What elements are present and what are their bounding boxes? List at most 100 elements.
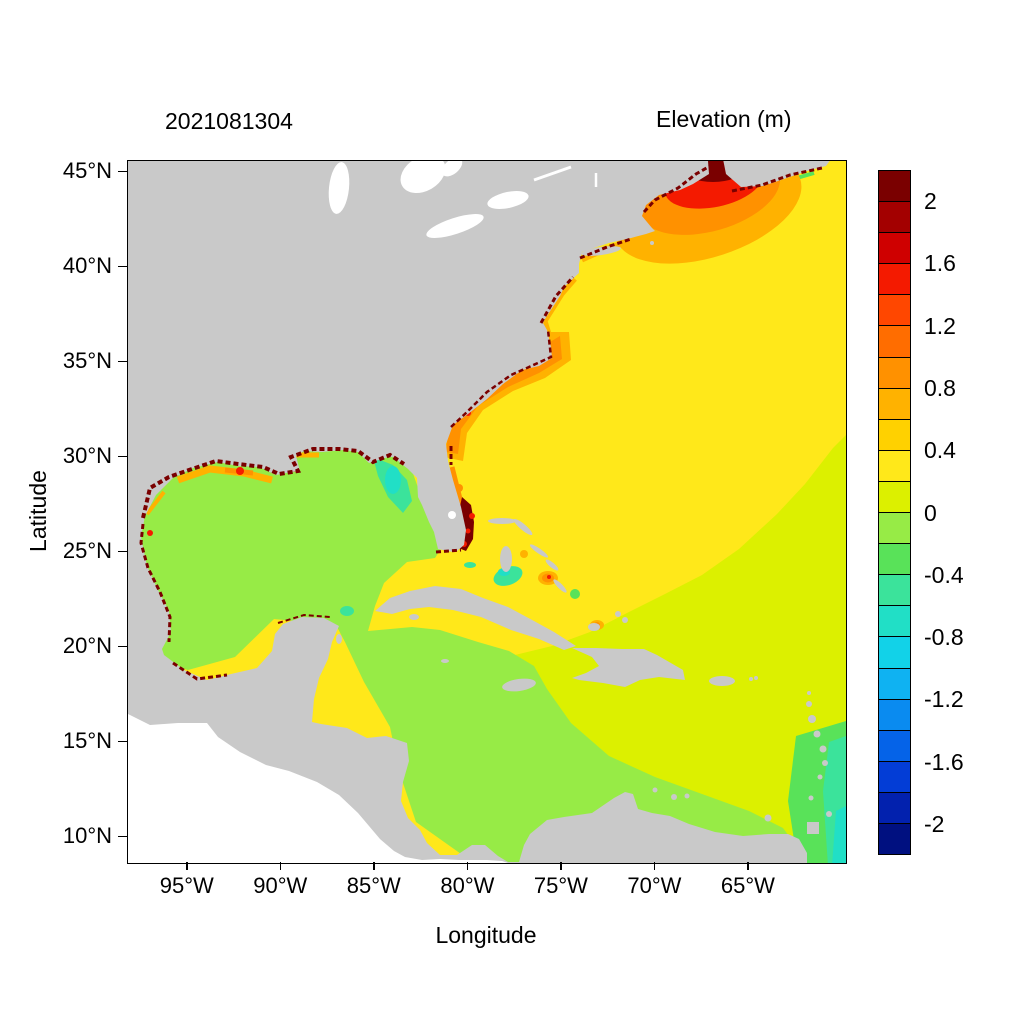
x-tick-label: 80°W xyxy=(440,873,495,898)
y-axis-tick xyxy=(118,550,127,553)
x-axis-tick xyxy=(560,862,562,870)
y-axis-tick xyxy=(118,170,127,173)
ocean-gulf-caribbean-region xyxy=(128,436,797,863)
puerto-rico-island xyxy=(709,676,735,686)
colorbar-cell xyxy=(879,667,910,699)
colorbar-cell xyxy=(879,171,910,202)
map-plot-area xyxy=(127,160,847,864)
georgian-bay xyxy=(441,161,463,177)
x-axis-tick xyxy=(186,862,188,870)
lesser-antilles-group xyxy=(652,676,832,822)
trinidad-island xyxy=(807,822,819,834)
colorbar-cell xyxy=(879,325,910,357)
colorbar-cell xyxy=(879,760,910,792)
x-tick-label: 85°W xyxy=(346,873,401,898)
lake-michigan xyxy=(328,162,350,214)
cuba-island xyxy=(375,586,576,650)
hispaniola-island xyxy=(572,648,685,687)
colorbar-cell xyxy=(879,791,910,823)
run-timestamp-title: 2021081304 xyxy=(165,108,293,134)
lake-huron xyxy=(400,161,446,193)
lake-erie xyxy=(426,214,484,238)
x-tick-label: 95°W xyxy=(159,873,214,898)
colorbar-cell xyxy=(879,387,910,419)
campeche-coast-speckle xyxy=(172,661,228,681)
colorbar-label: 2 xyxy=(924,188,937,215)
maine-coast-speckle xyxy=(642,164,711,214)
y-axis-tick xyxy=(118,360,127,363)
y-tick-label: 40°N xyxy=(62,253,112,279)
continent-landmass xyxy=(128,161,807,863)
colorbar xyxy=(878,170,911,855)
y-axis-tick xyxy=(118,835,127,838)
st-lawrence-river xyxy=(533,165,572,182)
colorbar-cell xyxy=(879,449,910,481)
texas-mexico-coast-speckle xyxy=(139,523,172,643)
x-axis-tick xyxy=(466,862,469,870)
new-york-coast-speckle xyxy=(579,237,632,260)
y-tick-label: 30°N xyxy=(62,443,112,469)
x-axis-tick xyxy=(653,862,656,870)
chesapeake-coast-speckle xyxy=(539,275,575,324)
lake-ontario xyxy=(487,191,529,209)
x-axis-tick xyxy=(373,862,375,870)
colorbar-label: -1.6 xyxy=(924,748,964,775)
jamaica-island xyxy=(502,678,536,692)
colorbar-cell xyxy=(879,232,910,264)
colorbar-cell xyxy=(879,543,910,575)
x-axis-tick xyxy=(279,862,281,870)
coastal-dark-red-speckle-group xyxy=(139,164,823,681)
land-group xyxy=(128,161,830,863)
nova-scotia-landmass xyxy=(723,161,830,187)
colorbar-cell xyxy=(879,729,910,761)
cozumel-island xyxy=(336,634,342,644)
y-tick-label: 45°N xyxy=(62,158,112,184)
y-tick-label: 20°N xyxy=(62,633,112,659)
outside-domain-white-group xyxy=(128,161,598,863)
colorbar-title: Elevation (m) xyxy=(656,106,792,132)
x-axis-tick xyxy=(747,862,749,870)
y-axis-tick xyxy=(118,265,127,268)
x-tick-label: 90°W xyxy=(253,873,308,898)
colorbar-cell xyxy=(879,480,910,513)
lake-okeechobee xyxy=(448,511,456,519)
colorbar-label: 0.8 xyxy=(924,375,956,401)
colorbar-cell xyxy=(879,574,910,606)
pacific-outside-domain xyxy=(128,714,508,863)
x-tick-label: 70°W xyxy=(627,873,682,898)
map-svg xyxy=(128,161,846,863)
colorbar-label: -0.4 xyxy=(924,561,964,588)
nantucket-island xyxy=(650,241,654,245)
yucatan-north-coast-speckle xyxy=(277,613,331,624)
colorbar-cell xyxy=(879,418,910,450)
y-tick-label: 10°N xyxy=(62,823,112,849)
colorbar-cell xyxy=(879,294,910,326)
colorbar-label: -2 xyxy=(924,810,945,837)
y-axis-tick xyxy=(118,455,127,458)
y-tick-label: 25°N xyxy=(62,538,112,564)
y-axis-tick xyxy=(118,645,127,648)
colorbar-cell xyxy=(879,822,910,855)
x-tick-label: 75°W xyxy=(533,873,588,898)
colorbar-cell xyxy=(879,201,910,233)
florida-keys-speckle xyxy=(435,548,462,554)
colorbar-cell xyxy=(879,605,910,637)
y-tick-label: 35°N xyxy=(62,348,112,374)
bahamas-islands-group xyxy=(488,518,628,631)
southeast-us-coast-speckle xyxy=(450,329,553,428)
islands-group xyxy=(336,241,832,834)
colorbar-label: 0.4 xyxy=(924,437,956,464)
great-lakes-group xyxy=(328,161,598,519)
colorbar-cell xyxy=(879,512,910,544)
colorbar-cell xyxy=(879,263,910,295)
nova-scotia-coast-speckle xyxy=(731,166,823,193)
colorbar-cell xyxy=(879,636,910,668)
isla-juventud xyxy=(409,614,419,620)
gulf-coast-speckle xyxy=(141,447,406,519)
colorbar-label: -0.8 xyxy=(924,624,964,650)
y-axis-tick xyxy=(118,740,127,743)
y-axis-label: Latitude xyxy=(25,470,51,552)
colorbar-label: 1.2 xyxy=(924,312,956,339)
colorbar-label: -1.2 xyxy=(924,686,964,713)
